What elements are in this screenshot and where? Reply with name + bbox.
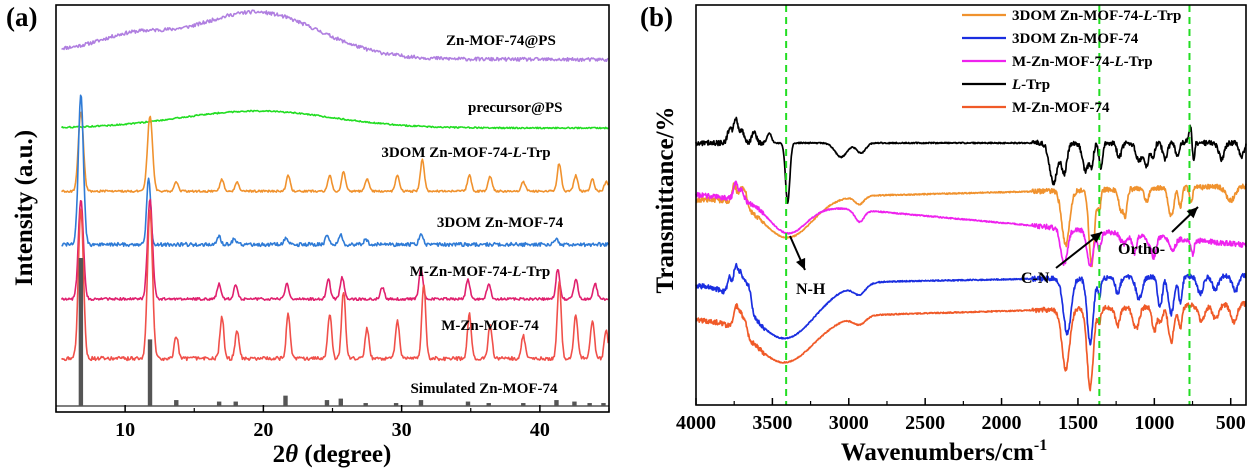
ftir-curve (695, 116, 1247, 204)
ftir-curve (695, 262, 1247, 346)
reflection-stick (233, 401, 238, 406)
x-tick-label: 10 (115, 419, 135, 441)
panel-b: (b) 4000 3500 3000 2500 2000 1500 1000 500 3DOM… (640, 2, 1247, 466)
panel-b-y-axis-title: Transmittance/% (652, 106, 679, 293)
reflection-stick (216, 401, 222, 406)
legend-label: 3DOM Zn-MOF-74-L-Trp (1012, 8, 1181, 24)
x-tick-label: 40 (530, 419, 550, 441)
x-title-theta: θ (285, 441, 298, 468)
xrd-series-labels: Zn-MOF-74@PS precursor@PS 3DOM Zn-MOF-74-L… (381, 33, 563, 397)
series-label: 3DOM Zn-MOF-74 (437, 215, 564, 231)
panel-a-label: (a) (6, 2, 37, 32)
x-tick-label: 500 (1216, 412, 1246, 434)
series-label: M-Zn-MOF-74-L-Trp (410, 264, 551, 280)
x-tick-label: 2000 (982, 412, 1022, 434)
xrd-curve (60, 109, 609, 130)
legend-label: 3DOM Zn-MOF-74 (1012, 31, 1139, 47)
arrow-head (1186, 207, 1198, 219)
reflection-stick (78, 258, 84, 406)
reflection-stick (174, 400, 179, 406)
reference-lines (785, 5, 1191, 405)
xrd-curve (61, 208, 609, 362)
x-tick-label: 1500 (1058, 412, 1098, 434)
panel-b-frame (695, 4, 1247, 406)
series-label: Simulated Zn-MOF-74 (410, 381, 558, 397)
legend-label: M-Zn-MOF-74 (1012, 100, 1110, 116)
annotation-label: N-H (796, 281, 826, 298)
reflection-stick (554, 400, 559, 406)
legend-item: M-Zn-MOF-74-L-Trp (962, 54, 1153, 70)
annotation-label: Ortho- (1118, 241, 1165, 258)
x-tick-label: 3000 (829, 412, 869, 434)
reflection-stick (601, 403, 606, 406)
series-label: Zn-MOF-74@PS (446, 33, 556, 49)
legend-item: 3DOM Zn-MOF-74 (962, 31, 1139, 47)
legend: 3DOM Zn-MOF-74-L-Trp 3DOM Zn-MOF-74 M-Zn-M… (962, 8, 1181, 116)
x-tick-label: 4000 (676, 412, 716, 434)
reflection-stick (147, 339, 153, 406)
panel-a-x-axis-title: 2θ (degree) (273, 441, 392, 468)
panel-a: (a) 10 20 30 40 Zn-MOF-74@PS precursor@PS 3DO… (6, 2, 610, 468)
legend-label: L-Trp (1011, 77, 1050, 93)
ftir-curve (695, 182, 1247, 268)
x-title-part-1: 2 (273, 441, 286, 468)
panel-b-x-axis-title: Wavenumbers/cm-1 (841, 437, 1047, 466)
legend-item: L-Trp (962, 77, 1050, 93)
reflection-stick (363, 403, 368, 406)
xrd-curve (61, 111, 609, 193)
panel-a-x-axis: 10 20 30 40 (55, 405, 610, 441)
panel-b-x-axis: 4000 3500 3000 2500 2000 1500 1000 500 (676, 398, 1246, 434)
x-title-part-3: (degree) (298, 441, 391, 468)
ftir-curve (695, 180, 1247, 268)
panel-b-label: (b) (640, 2, 673, 32)
xrd-curve (60, 198, 609, 301)
series-label: 3DOM Zn-MOF-74-L-Trp (381, 145, 550, 161)
legend-label: M-Zn-MOF-74-L-Trp (1012, 54, 1153, 70)
xrd-series-group (56, 9, 609, 407)
reflection-stick (283, 395, 288, 406)
ftir-curve (695, 300, 1247, 392)
arrow-head (1090, 232, 1102, 243)
annotations: N-H C-N Ortho- (789, 206, 1199, 298)
x-tick-label: 20 (253, 419, 273, 441)
reflection-stick (393, 403, 399, 406)
reflection-stick (324, 400, 330, 406)
x-title-text: Wavenumbers/cm (841, 439, 1034, 466)
panel-a-y-axis-title: Intensity (a.u.) (11, 130, 38, 286)
x-tick-label: 30 (392, 419, 412, 441)
reflection-stick (486, 403, 491, 406)
series-simulated-zn-mof-74 (56, 258, 609, 407)
reflection-stick (338, 398, 343, 406)
reflection-stick (465, 401, 471, 406)
xrd-curve (61, 9, 609, 63)
series-label: precursor@PS (468, 100, 563, 116)
annotation-label: C-N (1021, 270, 1050, 287)
x-tick-label: 1000 (1134, 412, 1174, 434)
series-label: M-Zn-MOF-74 (441, 318, 539, 334)
x-title-superscript: -1 (1034, 437, 1047, 454)
legend-item: M-Zn-MOF-74 (962, 100, 1110, 116)
x-tick-label: 2500 (905, 412, 945, 434)
legend-item: 3DOM Zn-MOF-74-L-Trp (962, 8, 1181, 24)
x-tick-label: 3500 (752, 412, 792, 434)
reflection-stick (418, 400, 424, 406)
reflection-stick (572, 401, 577, 406)
reflection-stick (521, 403, 526, 406)
ftir-series-group (695, 116, 1247, 392)
reflection-stick (587, 403, 592, 406)
arrow-head (795, 257, 806, 270)
